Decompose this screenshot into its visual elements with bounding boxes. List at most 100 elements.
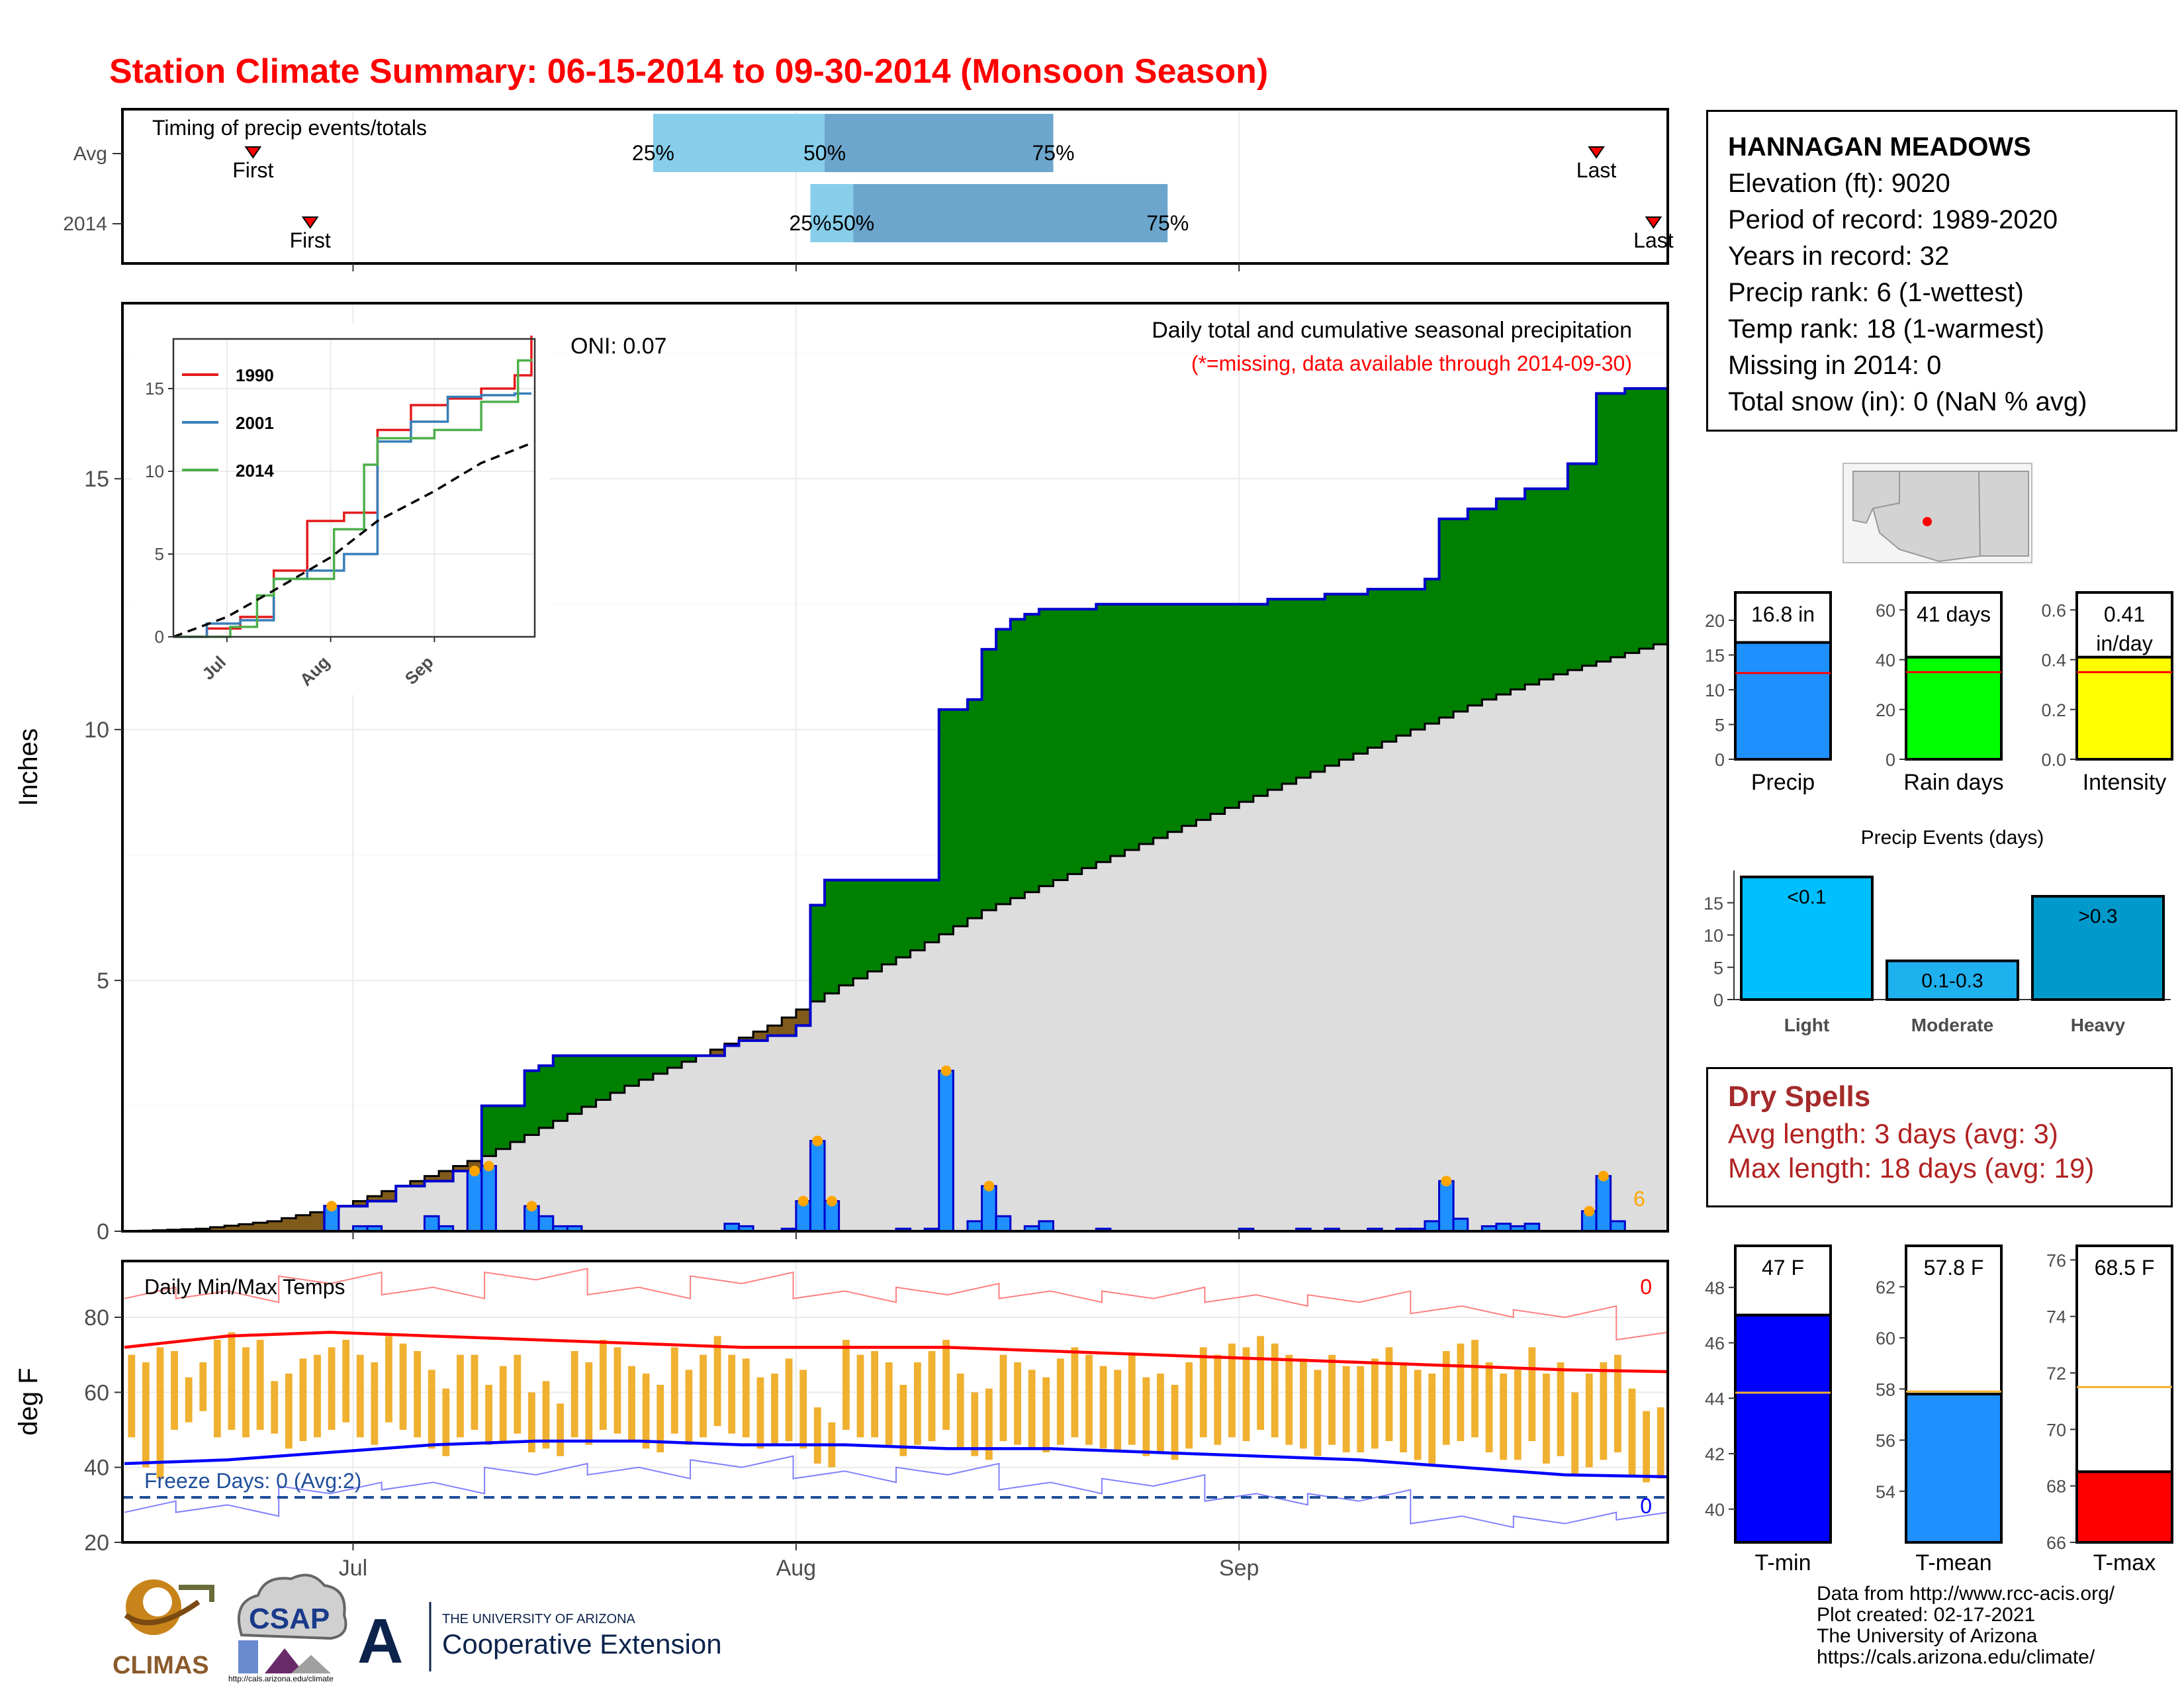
precip-daily-marker (1598, 1170, 1609, 1182)
timing-label-p75: 75% (1032, 141, 1074, 165)
precip-annotation-missing: (*=missing, data available through 2014-… (1191, 352, 1632, 375)
temp-daily-bar (1571, 1392, 1579, 1475)
temp-daily-bar (1385, 1347, 1393, 1441)
mini-y-tick-label: 74 (2046, 1307, 2066, 1327)
timing-last-marker (1645, 216, 1662, 229)
precip-daily-marker (940, 1065, 952, 1076)
mini-panel-name: T-mean (1915, 1550, 1991, 1575)
temp-daily-bar (156, 1347, 164, 1479)
precip-daily-marker (469, 1166, 480, 1177)
mini-y-tick-label: 58 (1876, 1380, 1895, 1399)
temp-daily-bar (1428, 1374, 1436, 1464)
footer-plot-created: Plot created: 02-17-2021 (1817, 1604, 2036, 1626)
inset-y-tick-label: 10 (145, 461, 164, 481)
precip-daily-marker (812, 1135, 823, 1147)
climas-logo: CLIMAS (113, 1579, 214, 1679)
temp-daily-bar (428, 1370, 435, 1449)
temp-daily-bar (1371, 1358, 1379, 1449)
temp-daily-bar (385, 1336, 392, 1423)
temp-record-min-line (124, 1455, 1668, 1528)
temp-y-axis-label: deg F (14, 1368, 43, 1435)
precip-daily-bar (1452, 1217, 1469, 1233)
temp-panel: 20 40 60 80 Jul Aug Sep deg F Daily Min/Max Temp… (14, 1260, 1669, 1581)
precip-daily-marker (1441, 1176, 1452, 1187)
precip-y-tick-label: 0 (97, 1219, 109, 1244)
timing-label-p50: 50% (832, 211, 874, 235)
precip-daily-marker (797, 1196, 809, 1207)
events-panel: Precip Events (days) 0 5 10 15 <0.1 Light 0.1-0… (1704, 827, 2171, 1035)
temp-daily-bar (1414, 1370, 1422, 1460)
precip-daily-bar (1595, 1175, 1612, 1233)
timing-bar-q2 (853, 184, 1168, 242)
station-elevation: Elevation (ft): 9020 (1728, 169, 1950, 198)
temp-daily-bar (1628, 1388, 1636, 1475)
precip-daily-bar (938, 1069, 954, 1233)
dry-spells-box: Dry Spells Avg length: 3 days (avg: 3) M… (1706, 1067, 2173, 1207)
precip-avg-line (124, 643, 1668, 1233)
precip-daily-bar (1038, 1220, 1055, 1233)
temp-daily-bar (256, 1340, 264, 1430)
mini-y-tick-label: 72 (2046, 1364, 2066, 1383)
inset-background (132, 324, 549, 695)
temp-daily-bar (1314, 1370, 1322, 1456)
mini-panel-name: T-max (2093, 1550, 2156, 1575)
temp-daily-bar (271, 1381, 279, 1434)
precip-daily-bar (1610, 1220, 1626, 1233)
mini-value-label: 41 days (1917, 602, 1991, 626)
timing-label-p25: 25% (632, 141, 674, 165)
temp-daily-bar (442, 1388, 450, 1456)
locator-map (1843, 463, 2032, 563)
temp-daily-bar (314, 1354, 321, 1438)
temp-daily-bar (213, 1340, 221, 1438)
temp-daily-bar (1500, 1374, 1508, 1460)
temp-daily-bar (199, 1362, 207, 1411)
mini-value-bar (1734, 641, 1832, 761)
events-title: Precip Events (days) (1861, 827, 2044, 849)
csap-url: http://cals.arizona.edu/climate (228, 1674, 334, 1683)
temp-daily-bar (1028, 1370, 1036, 1449)
mini-panel-name: Rain days (1903, 770, 2003, 795)
freeze-days-label: Freeze Days: 0 (Avg:2) (144, 1469, 361, 1493)
inset-series-2014 (173, 359, 533, 638)
temp-daily-bar (228, 1332, 236, 1430)
temp-daily-bar (1199, 1347, 1207, 1438)
temp-daily-bar (1457, 1343, 1465, 1441)
mini-y-tick-label: 0.2 (2041, 700, 2066, 720)
temp-daily-bar (670, 1347, 678, 1434)
temp-daily-bar (1299, 1358, 1307, 1449)
mini-bar-panels: 16.8 in 0 5 10 15 20 Precip 41 days 0 20 40 60 Rain … (1705, 591, 2173, 795)
climas-logo-text: CLIMAS (113, 1652, 209, 1679)
timing-label-p75: 75% (1146, 211, 1189, 235)
temp-daily-bar (242, 1347, 250, 1438)
station-marker (1923, 517, 1932, 526)
temp-daily-bar (599, 1340, 607, 1430)
timing-bar-q2 (825, 114, 1054, 172)
temp-daily-bar (1643, 1411, 1651, 1483)
precip-daily-marker (983, 1180, 995, 1192)
mini-y-tick-label: 0.0 (2041, 750, 2066, 770)
mini-y-tick-label: 5 (1715, 716, 1725, 735)
record-low-count: 0 (1640, 1494, 1652, 1518)
footer-info: Data from http://www.rcc-acis.org/ Plot … (1817, 1583, 2115, 1668)
temp-daily-bar (1071, 1347, 1079, 1438)
precip-daily-marker (1584, 1205, 1595, 1217)
temp-daily-bar (999, 1354, 1007, 1441)
temp-daily-bar (1528, 1347, 1536, 1441)
temp-bar-panels: 47 F 40 42 44 46 48 T-min 57.8 F 54 56 58 60 62 T-mea… (1705, 1244, 2173, 1575)
events-category-label: Heavy (2071, 1015, 2126, 1035)
temp-daily-bar (499, 1366, 507, 1441)
timing-bar-q1 (653, 114, 825, 172)
station-years: Years in record: 32 (1728, 242, 1950, 271)
temp-daily-bar (1514, 1370, 1522, 1460)
temp-daily-bar (1342, 1366, 1350, 1452)
temp-daily-bar (771, 1374, 778, 1445)
mini-value-bar (1905, 655, 2003, 761)
temp-daily-bar (728, 1354, 736, 1434)
temp-panel-title: Daily Min/Max Temps (144, 1275, 345, 1299)
temp-x-tick-label: Jul (339, 1556, 367, 1581)
temp-daily-bar (1157, 1374, 1164, 1452)
events-bar-label: >0.3 (2078, 906, 2117, 927)
